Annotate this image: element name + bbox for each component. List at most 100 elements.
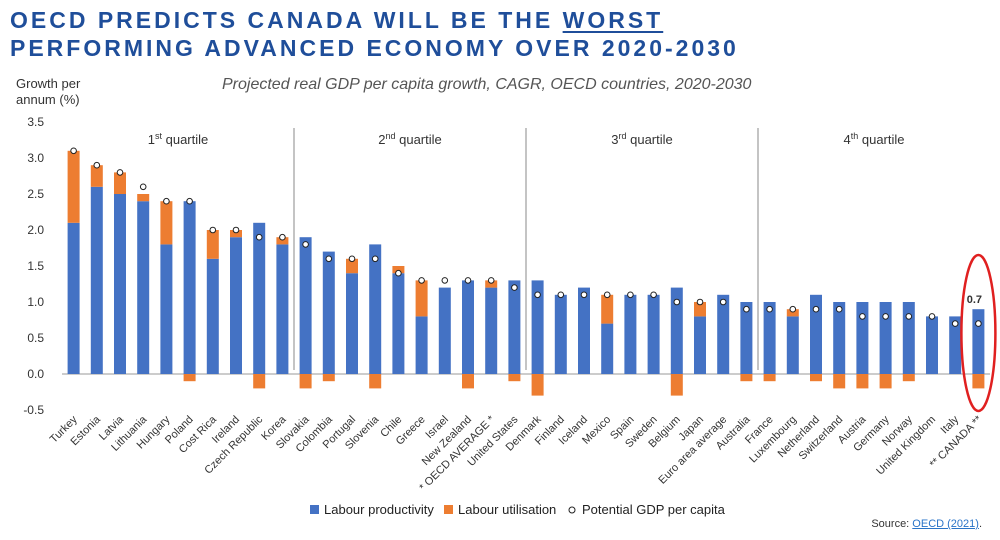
bar-labour-utilisation [833,374,846,389]
bar-labour-utilisation [902,374,915,382]
bar-labour-productivity [438,287,451,374]
headline-line-2: PERFORMING ADVANCED ECONOMY OVER 2020-20… [10,35,739,61]
source-prefix: Source: [871,518,913,530]
marker-potential-gdp [580,291,588,299]
bar-labour-productivity [786,316,799,374]
marker-potential-gdp [395,269,402,277]
bar-labour-productivity [369,244,382,374]
y-tick-label: 3.0 [27,151,44,165]
chart-title: Projected real GDP per capita growth, CA… [222,76,752,93]
bar-labour-productivity [902,302,915,374]
bar-labour-productivity [183,201,196,374]
y-axis-label: Growth per annum (%) [16,76,81,107]
bar-labour-productivity [230,237,242,374]
bar-labour-utilisation [810,374,822,382]
bar-labour-productivity [879,302,892,374]
marker-potential-gdp [163,197,170,205]
marker-potential-gdp [835,305,843,313]
bar-labour-utilisation [508,374,521,382]
marker-potential-gdp [116,169,124,176]
bar-labour-productivity [485,287,498,374]
bar-labour-utilisation [253,374,266,389]
marker-potential-gdp [511,284,518,291]
bar-labour-productivity [462,280,474,374]
bar-labour-productivity [972,309,985,374]
bar-labour-productivity [508,280,521,374]
y-tick-label: 1.5 [27,259,44,273]
marker-potential-gdp [302,241,309,248]
bar-labour-utilisation [601,294,614,324]
marker-potential-gdp [371,255,379,263]
legend-swatch [444,505,453,514]
marker-potential-gdp [487,277,495,284]
bar-labour-productivity [740,302,753,374]
marker-potential-gdp [534,291,541,299]
legend-swatch [310,505,319,514]
bar-labour-productivity [810,294,822,374]
bar-labour-utilisation [276,237,289,245]
source-suffix: . [978,518,982,530]
marker-potential-gdp [255,233,263,241]
bar-labour-productivity [114,194,126,374]
quartile-label: 4th quartile [844,131,905,147]
headline-line-1-text: OECD PREDICTS CANADA WILL BE THE [10,7,563,33]
bar-labour-utilisation [485,280,498,288]
bar-labour-utilisation [694,302,706,317]
y-tick-label: -0.5 [23,403,44,417]
y-tick-label: 3.5 [27,115,44,129]
bar-labour-utilisation [972,374,985,389]
bar-labour-utilisation [763,374,776,382]
bar-labour-utilisation [369,374,382,389]
marker-potential-gdp [418,277,425,284]
bar-labour-productivity [578,287,590,374]
bar-labour-utilisation [670,374,683,396]
bar-labour-productivity [392,273,405,374]
bar-labour-utilisation [230,230,242,238]
bar-labour-utilisation [415,280,428,317]
bar-labour-productivity [67,222,80,374]
marker-potential-gdp [325,255,333,263]
legend-label: Potential GDP per capita [582,502,726,517]
y-tick-label: 2.0 [27,223,44,237]
headline-line-1: OECD PREDICTS CANADA WILL BE THE WORST [10,6,739,34]
marker-potential-gdp [905,313,913,320]
bar-labour-productivity [253,222,266,374]
bar-labour-utilisation [346,258,358,274]
marker-potential-gdp [279,233,286,241]
marker-potential-gdp [812,305,820,313]
marker-potential-gdp [441,277,449,284]
bar-labour-productivity [322,251,335,374]
bar-labour-productivity [601,323,614,374]
bar-labour-utilisation [160,201,173,245]
y-tick-label: 2.5 [27,187,44,201]
bar-labour-productivity [856,302,869,374]
marker-potential-gdp [882,313,889,320]
bar-labour-utilisation [137,194,150,202]
marker-potential-gdp [348,255,356,263]
legend-label: Labour utilisation [458,502,556,517]
marker-potential-gdp [70,147,77,155]
bar-labour-productivity [299,237,312,374]
bar-labour-productivity [531,280,544,374]
bar-labour-utilisation [879,374,892,389]
bar-labour-productivity [90,186,103,374]
bar-labour-productivity [717,294,730,374]
marker-potential-gdp [928,313,936,320]
marker-potential-gdp [139,183,147,191]
headline-underlined-word: WORST [562,7,664,33]
bar-labour-productivity [647,294,660,374]
bar-labour-productivity [160,244,173,374]
bar-labour-productivity [624,294,637,374]
bar-labour-productivity [554,294,567,374]
bar-labour-utilisation [183,374,196,382]
bar-labour-utilisation [299,374,312,389]
bar-labour-utilisation [392,266,405,274]
headline: OECD PREDICTS CANADA WILL BE THE WORST P… [10,6,739,62]
source-link[interactable]: OECD (2021) [912,518,979,530]
bar-labour-productivity [137,201,150,374]
marker-potential-gdp [719,298,727,306]
marker-potential-gdp [603,291,611,299]
y-tick-label: 1.0 [27,295,44,309]
marker-potential-gdp [951,320,959,327]
